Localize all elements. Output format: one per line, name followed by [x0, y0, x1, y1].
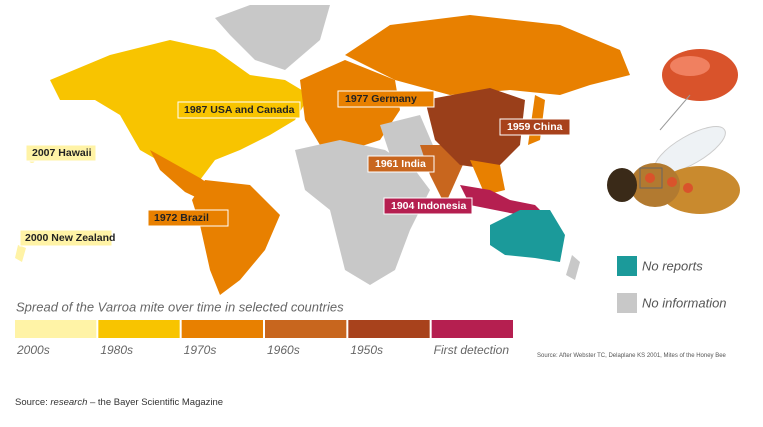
- scale-label: First detection: [434, 343, 510, 357]
- map-label: 1987 USA and Canada: [184, 104, 295, 116]
- attribution: Source: After Webster TC, Delaplane KS 2…: [537, 353, 727, 359]
- scale-segment: [265, 320, 347, 338]
- label-box: [337, 90, 435, 108]
- footer-suffix: – the Bayer Scientific Magazine: [90, 397, 223, 408]
- scale-segment: [98, 320, 180, 338]
- scale-label: 1950s: [350, 343, 383, 357]
- china: [425, 88, 525, 170]
- indonesia: [460, 185, 545, 215]
- bee-illustration: [607, 49, 740, 214]
- legend-label: No information: [642, 295, 727, 310]
- legend-label: No reports: [642, 258, 703, 273]
- footer-emphasis: research: [50, 397, 87, 408]
- scale-label: 1960s: [267, 343, 300, 357]
- map-label: 1959 China: [507, 121, 563, 133]
- map-label: 2000 New Zealand: [25, 232, 115, 244]
- label-box: [177, 101, 301, 119]
- map-label: 1972 Brazil: [154, 212, 209, 224]
- scale-segment: [431, 320, 513, 338]
- label-box: [19, 229, 113, 247]
- africa: [295, 140, 430, 285]
- map-labels: 1987 USA and Canada 1977 Germany 1959 Ch…: [19, 90, 571, 247]
- label-box: [25, 144, 97, 162]
- australia: [490, 210, 565, 262]
- new-zealand-west: [15, 245, 26, 262]
- scale-segment: [181, 320, 263, 338]
- map-label: 1977 Germany: [345, 93, 417, 105]
- scale-label: 1970s: [184, 343, 217, 357]
- footer: Source: research – the Bayer Scientific …: [15, 397, 223, 408]
- time-scale: 2000s 1980s 1970s 1960s 1950s First detection: [15, 320, 513, 357]
- map-label: 2007 Hawaii: [32, 147, 92, 159]
- map-label: 1904 Indonesia: [391, 200, 466, 212]
- map-label: 1961 India: [375, 158, 426, 170]
- legend: No reports No information: [617, 256, 727, 313]
- label-box: [383, 197, 473, 215]
- label-box: [147, 209, 229, 227]
- southeast-asia: [470, 160, 505, 195]
- footer-prefix: Source:: [15, 397, 48, 408]
- south-america: [192, 180, 280, 295]
- legend-swatch: [617, 293, 637, 313]
- new-zealand: [566, 255, 580, 280]
- scale-title: Spread of the Varroa mite over time in s…: [16, 299, 344, 314]
- scale-segment: [15, 320, 97, 338]
- russia: [345, 15, 630, 95]
- scale-segment: [348, 320, 430, 338]
- world-map: [15, 5, 630, 295]
- scale-label: 1980s: [100, 343, 133, 357]
- legend-swatch: [617, 256, 637, 276]
- scale-label: 2000s: [16, 343, 50, 357]
- greenland: [215, 5, 330, 70]
- label-box: [367, 155, 435, 173]
- label-box: [499, 118, 571, 136]
